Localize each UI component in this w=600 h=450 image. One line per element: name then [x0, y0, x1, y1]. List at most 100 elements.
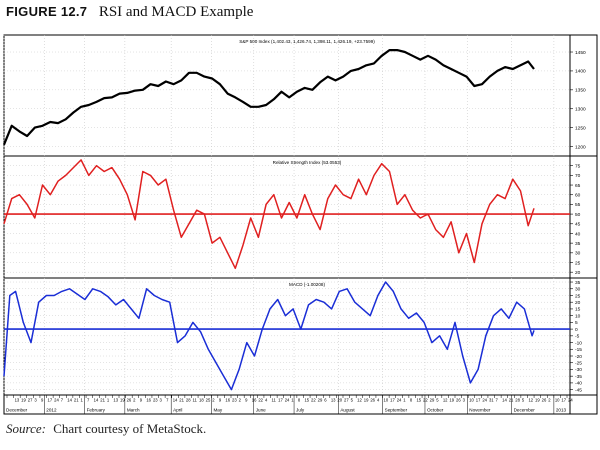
x-day-label: 12	[357, 398, 362, 403]
x-day-label: 7	[166, 398, 169, 403]
x-day-label: 17	[561, 398, 566, 403]
price-series-line	[2, 48, 535, 146]
price-y-tick-label: 1200	[575, 144, 586, 150]
x-day-label: 7	[87, 398, 90, 403]
x-day-label: 21	[74, 398, 79, 403]
figure-title: RSI and MACD Example	[98, 4, 254, 20]
x-month-label: October	[427, 408, 444, 413]
x-day-label: 17	[278, 398, 283, 403]
price-y-tick-label: 1300	[575, 107, 586, 113]
x-day-label: 15	[304, 398, 309, 403]
x-day-label: 13	[113, 398, 118, 403]
figure-caption: FIGURE 12.7 RSI and MACD Example	[6, 4, 253, 21]
macd-y-tick-label: -40	[575, 381, 582, 387]
macd-y-tick-label: 20	[575, 300, 581, 306]
macd-y-tick-label: -15	[575, 347, 582, 353]
x-day-label: 11	[272, 398, 277, 403]
x-day-label: 31	[489, 398, 494, 403]
price-y-tick-label: 1250	[575, 125, 586, 131]
x-day-label: 24	[285, 398, 290, 403]
x-day-label: 14	[502, 398, 507, 403]
x-day-label: 26	[456, 398, 461, 403]
x-day-label: 21	[179, 398, 184, 403]
x-day-label: 14	[94, 398, 99, 403]
x-day-label: 26	[127, 398, 132, 403]
source-label: Source:	[6, 421, 46, 436]
x-day-label: 13	[15, 398, 20, 403]
macd-series-line	[3, 281, 535, 391]
price-panel-title: S&P 500 Index (1,402.43, 1,426.74, 1,398…	[239, 39, 375, 44]
x-day-label: 10	[469, 398, 474, 403]
x-day-label: 19	[364, 398, 369, 403]
x-day-label: 19	[120, 398, 125, 403]
rsi-y-tick-label: 20	[575, 270, 581, 276]
x-day-label: 2	[239, 398, 242, 403]
x-day-label: 28	[515, 398, 520, 403]
x-day-label: 24	[54, 398, 59, 403]
macd-y-tick-label: 10	[575, 313, 581, 319]
x-day-label: 4	[265, 398, 268, 403]
x-month-label: March	[127, 408, 140, 413]
macd-y-tick-label: -25	[575, 361, 582, 367]
rsi-y-tick-label: 50	[575, 212, 581, 218]
x-month-label: February	[87, 408, 106, 413]
x-day-label: 3	[463, 398, 466, 403]
x-day-label: 8	[298, 398, 301, 403]
rsi-y-tick-label: 35	[575, 241, 581, 247]
rsi-panel-title: Relative Strength Index (53.0553)	[273, 160, 342, 165]
x-day-label: 26	[370, 398, 375, 403]
macd-y-tick-label: 0	[575, 327, 578, 333]
rsi-y-tick-label: 70	[575, 173, 581, 179]
x-day-label: 3	[34, 398, 37, 403]
x-day-label: 5	[522, 398, 525, 403]
macd-y-tick-label: 30	[575, 287, 581, 293]
rsi-y-tick-label: 25	[575, 260, 581, 266]
x-day-label: 29	[318, 398, 323, 403]
x-day-label: 8	[410, 398, 413, 403]
x-day-label: 14	[173, 398, 178, 403]
x-day-label: 28	[186, 398, 191, 403]
x-month-label: September	[385, 408, 408, 413]
x-day-label: 5	[436, 398, 439, 403]
rsi-y-tick-label: 75	[575, 163, 581, 169]
x-day-label: 22	[423, 398, 428, 403]
x-day-label: 14	[67, 398, 72, 403]
x-day-label: 29	[430, 398, 435, 403]
x-day-label: 19	[535, 398, 540, 403]
source-text: Chart courtesy of MetaStock.	[53, 421, 207, 436]
x-day-label: 2	[133, 398, 136, 403]
x-day-label: 10	[384, 398, 389, 403]
x-day-label: 9	[41, 398, 44, 403]
rsi-y-tick-label: 60	[575, 193, 581, 199]
price-y-tick-label: 1400	[575, 69, 586, 75]
x-month-label: May	[213, 408, 222, 413]
x-day-label: 1	[107, 398, 110, 403]
x-day-label: 5	[351, 398, 354, 403]
x-month-label: April	[173, 408, 182, 413]
x-day-label: 12	[528, 398, 533, 403]
macd-y-tick-label: -10	[575, 340, 582, 346]
x-day-label: 22	[258, 398, 263, 403]
macd-y-tick-label: -5	[575, 334, 580, 340]
x-day-label: 1	[403, 398, 406, 403]
macd-y-tick-label: -20	[575, 354, 582, 360]
x-day-label: 7	[496, 398, 499, 403]
x-day-label: 27	[28, 398, 33, 403]
x-day-label: 11	[192, 398, 197, 403]
x-day-label: 24	[397, 398, 402, 403]
x-month-label: November	[469, 408, 491, 413]
macd-y-tick-label: -30	[575, 367, 582, 373]
x-day-label: 2	[212, 398, 215, 403]
x-day-label: 4	[377, 398, 380, 403]
x-day-label: 22	[311, 398, 316, 403]
x-day-label: 2	[548, 398, 551, 403]
x-day-label: 16	[225, 398, 230, 403]
x-day-label: 12	[443, 398, 448, 403]
x-day-label: 19	[21, 398, 26, 403]
macd-y-tick-label: 15	[575, 307, 581, 313]
x-day-label: 19	[449, 398, 454, 403]
x-day-label: 7	[61, 398, 64, 403]
macd-y-tick-label: 25	[575, 293, 581, 299]
x-day-label: 24	[568, 398, 573, 403]
